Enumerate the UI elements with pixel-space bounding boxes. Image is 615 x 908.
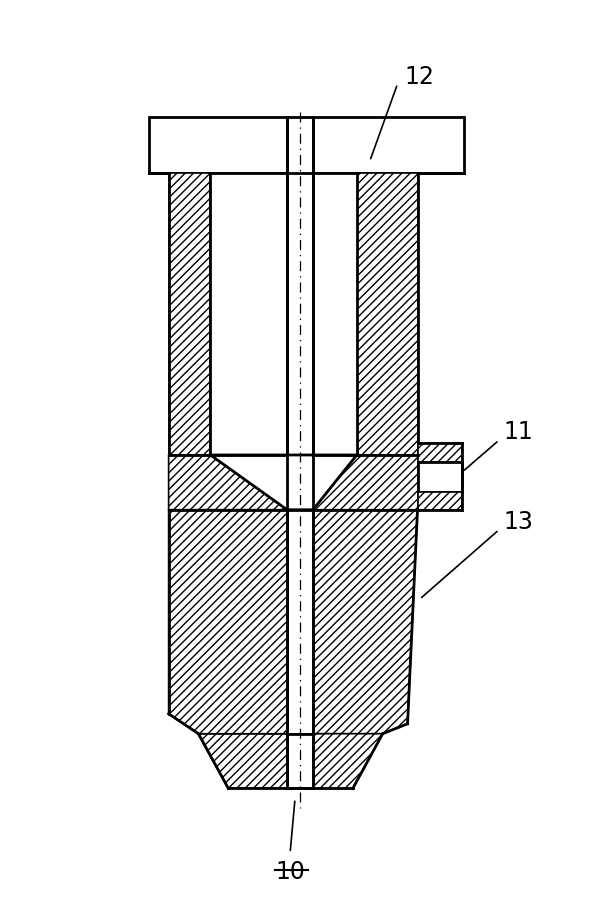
Polygon shape	[287, 734, 313, 788]
Text: 13: 13	[503, 509, 533, 534]
Polygon shape	[169, 509, 287, 734]
Polygon shape	[313, 509, 418, 734]
Text: 11: 11	[503, 420, 533, 444]
Polygon shape	[169, 173, 210, 455]
Polygon shape	[313, 173, 357, 455]
Polygon shape	[287, 509, 313, 734]
Text: 10: 10	[275, 860, 305, 884]
Polygon shape	[210, 173, 287, 455]
Polygon shape	[199, 734, 287, 788]
Polygon shape	[313, 734, 383, 788]
Polygon shape	[169, 455, 287, 509]
Polygon shape	[418, 443, 462, 462]
Bar	[149, 116, 464, 173]
Polygon shape	[418, 492, 462, 509]
Text: 12: 12	[405, 64, 434, 89]
Polygon shape	[210, 455, 357, 509]
Polygon shape	[418, 462, 462, 492]
Polygon shape	[313, 455, 418, 509]
Polygon shape	[357, 173, 418, 455]
